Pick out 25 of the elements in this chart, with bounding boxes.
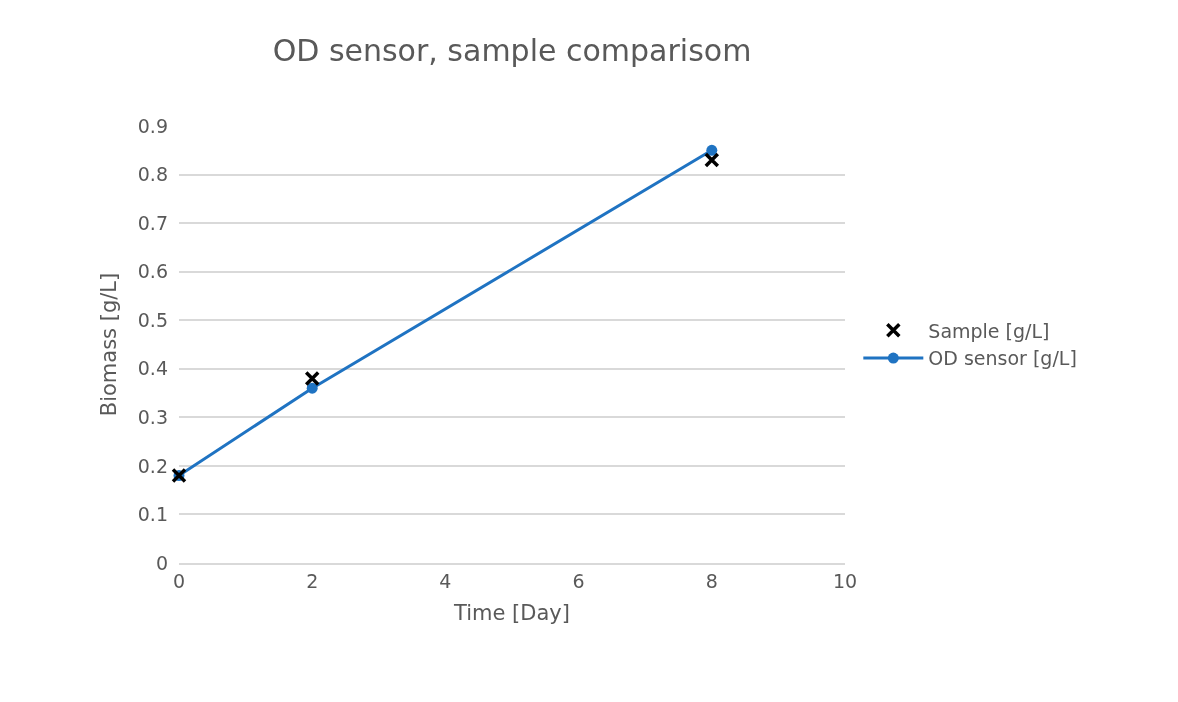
y-tick-label: 0.4 xyxy=(137,357,168,380)
y-tick-label: 0.2 xyxy=(137,454,168,477)
y-tick-label: 0.8 xyxy=(137,163,168,186)
x-tick-label: 6 xyxy=(572,569,585,592)
y-tick-label: 0.9 xyxy=(137,114,168,137)
point xyxy=(704,152,720,168)
x-tick-label: 4 xyxy=(439,569,452,592)
y-tick-label: 0 xyxy=(155,551,168,574)
y-tick-label: 0.1 xyxy=(137,503,168,526)
legend-label: Sample [g/L] xyxy=(928,319,1050,342)
x-axis-title: Time [Day] xyxy=(453,601,570,626)
y-tick-label: 0.6 xyxy=(137,260,168,283)
y-axis-title: Biomass [g/L] xyxy=(96,272,121,417)
legend-label: OD sensor [g/L] xyxy=(928,347,1077,370)
point xyxy=(306,382,318,394)
y-tick-label: 0.3 xyxy=(137,405,168,428)
y-tick-label: 0.5 xyxy=(137,308,168,331)
point xyxy=(304,370,320,387)
point xyxy=(706,144,718,156)
y-tick-label: 0.7 xyxy=(137,211,168,234)
x-tick-label: 8 xyxy=(705,569,718,592)
chart-title: OD sensor, sample comparisom xyxy=(272,33,752,68)
x-tick-label: 0 xyxy=(172,569,186,592)
x-tick-label: 2 xyxy=(306,569,319,592)
x-tick-label: 10 xyxy=(832,569,858,592)
